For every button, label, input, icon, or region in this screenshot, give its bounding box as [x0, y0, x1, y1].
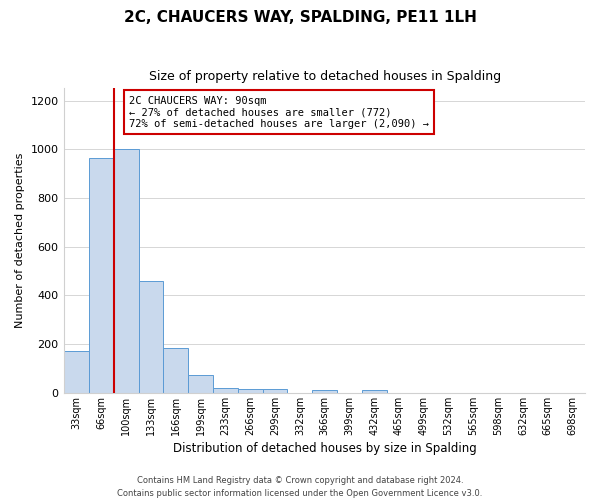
Text: Contains HM Land Registry data © Crown copyright and database right 2024.
Contai: Contains HM Land Registry data © Crown c…	[118, 476, 482, 498]
Bar	[139, 281, 163, 393]
Bar	[312, 390, 337, 393]
Y-axis label: Number of detached properties: Number of detached properties	[15, 153, 25, 328]
X-axis label: Distribution of detached houses by size in Spalding: Distribution of detached houses by size …	[173, 442, 476, 455]
Bar	[64, 352, 89, 393]
Bar	[114, 149, 139, 393]
Bar	[89, 158, 114, 393]
Text: 2C CHAUCERS WAY: 90sqm
← 27% of detached houses are smaller (772)
72% of semi-de: 2C CHAUCERS WAY: 90sqm ← 27% of detached…	[129, 96, 429, 129]
Bar	[238, 388, 263, 393]
Title: Size of property relative to detached houses in Spalding: Size of property relative to detached ho…	[149, 70, 500, 83]
Bar	[263, 389, 287, 393]
Text: 2C, CHAUCERS WAY, SPALDING, PE11 1LH: 2C, CHAUCERS WAY, SPALDING, PE11 1LH	[124, 10, 476, 25]
Bar	[362, 390, 386, 393]
Bar	[163, 348, 188, 393]
Bar	[188, 374, 213, 393]
Bar	[213, 388, 238, 393]
